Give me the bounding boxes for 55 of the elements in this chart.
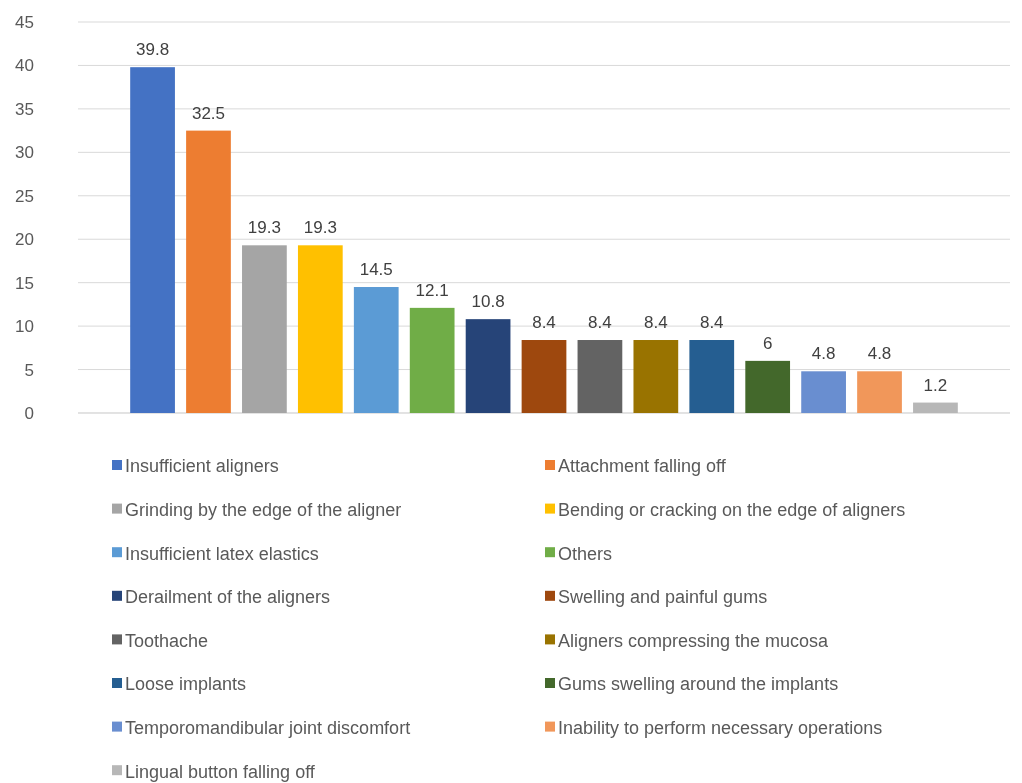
bar bbox=[801, 371, 846, 413]
legend-label: Others bbox=[558, 543, 613, 564]
data-label: 1.2 bbox=[923, 375, 948, 395]
legend-label: Grinding by the edge of the aligner bbox=[125, 499, 402, 520]
data-label: 4.8 bbox=[867, 344, 892, 364]
legend-label: Derailment of the aligners bbox=[125, 587, 331, 608]
bar bbox=[409, 307, 455, 413]
data-label: 32.5 bbox=[191, 103, 226, 123]
legend-label: Bending or cracking on the edge of aligners bbox=[558, 499, 906, 520]
legend-label: Inability to perform necessary operations bbox=[558, 717, 883, 738]
bar bbox=[913, 402, 958, 413]
y-tick-label: 30 bbox=[15, 143, 34, 163]
bar bbox=[633, 340, 679, 413]
data-label: 14.5 bbox=[359, 260, 393, 280]
bar bbox=[186, 130, 231, 413]
data-label: 8.4 bbox=[532, 313, 556, 333]
y-tick-label: 25 bbox=[15, 186, 34, 206]
data-label: 6 bbox=[762, 333, 773, 353]
data-label: 8.4 bbox=[699, 313, 724, 333]
legend-label: Gums swelling around the implants bbox=[558, 674, 839, 695]
bar bbox=[297, 245, 343, 413]
y-tick-label: 45 bbox=[15, 12, 34, 32]
y-tick-label: 35 bbox=[15, 99, 34, 119]
bar bbox=[130, 67, 175, 413]
data-label: 19.3 bbox=[303, 218, 337, 238]
data-label: 8.4 bbox=[644, 313, 668, 333]
bar bbox=[857, 371, 902, 413]
bar bbox=[521, 340, 567, 413]
legend-label: Loose implants bbox=[125, 674, 247, 695]
legend-label: Insufficient aligners bbox=[125, 456, 279, 477]
legend-label: Attachment falling off bbox=[558, 456, 727, 477]
bar bbox=[353, 287, 399, 413]
legend-label: Insufficient latex elastics bbox=[125, 543, 319, 564]
legend-label: Temporomandibular joint discomfort bbox=[125, 717, 411, 738]
data-label: 19.3 bbox=[247, 218, 281, 238]
data-label: 12.1 bbox=[415, 280, 449, 300]
y-tick-label: 5 bbox=[24, 360, 34, 380]
legend-label: Swelling and painful gums bbox=[558, 587, 768, 608]
bar bbox=[242, 245, 287, 413]
data-label: 39.8 bbox=[136, 40, 170, 60]
y-tick-label: 40 bbox=[15, 56, 34, 76]
legend-label: Toothache bbox=[125, 630, 209, 651]
y-tick-label: 10 bbox=[15, 317, 34, 337]
bar bbox=[465, 319, 511, 413]
data-label: 8.4 bbox=[588, 313, 612, 333]
legend-label: Lingual button falling off bbox=[125, 761, 316, 782]
legend-label: Aligners compressing the mucosa bbox=[558, 630, 830, 651]
bar bbox=[689, 340, 735, 413]
data-label: 4.8 bbox=[811, 344, 836, 364]
bar bbox=[745, 360, 791, 413]
bar bbox=[577, 340, 623, 413]
y-tick-label: 20 bbox=[15, 230, 34, 250]
y-tick-label: 15 bbox=[15, 273, 34, 293]
y-tick-label: 0 bbox=[24, 403, 34, 423]
data-label: 10.8 bbox=[471, 292, 505, 312]
